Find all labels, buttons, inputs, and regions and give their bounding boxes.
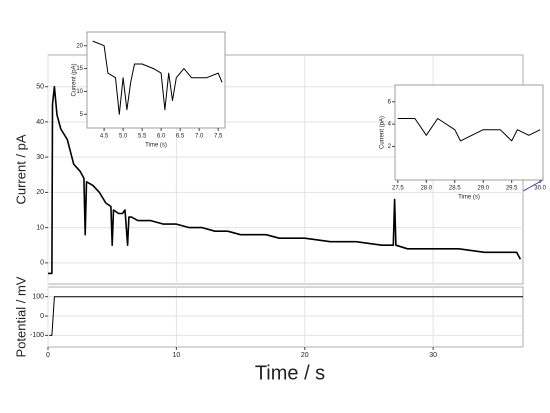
y-axis-label: Current (pA) — [72, 63, 78, 96]
x-tick-label: 7.5 — [214, 134, 223, 140]
y-axis-label: Current / pA — [13, 134, 28, 204]
x-tick-label: 5.0 — [119, 134, 128, 140]
x-tick-label: 28.5 — [449, 186, 461, 192]
y-tick-label: -100 — [30, 332, 44, 339]
y-tick-label: 30 — [36, 154, 44, 161]
data-line — [92, 40, 223, 115]
y-tick-label: 2 — [388, 144, 392, 150]
plot-area — [394, 84, 544, 181]
x-tick-label: 6.5 — [176, 134, 185, 140]
y-axis-label: Current (pA) — [380, 116, 386, 149]
x-tick-label: 5.5 — [138, 134, 147, 140]
x-tick-label: 29.0 — [477, 186, 489, 192]
y-tick-label: 20 — [36, 189, 44, 196]
x-tick-label: 6.0 — [157, 134, 166, 140]
x-tick-label: 0 — [46, 352, 50, 359]
x-tick-label: 7.0 — [195, 134, 204, 140]
y-tick-label: 10 — [36, 224, 44, 231]
y-tick-label: 10 — [76, 89, 83, 95]
data-line — [397, 118, 541, 142]
y-tick-label: 6 — [388, 99, 392, 105]
data-line — [49, 296, 523, 336]
x-tick-label: 20 — [301, 352, 309, 359]
x-tick-label: 28.0 — [420, 186, 432, 192]
x-tick-label: 30 — [429, 352, 437, 359]
y-tick-label: 0 — [40, 260, 44, 267]
x-axis-label: Time (s) — [458, 195, 480, 201]
plot-area — [86, 31, 226, 129]
y-tick-label: 50 — [36, 84, 44, 91]
y-tick-label: 5 — [80, 112, 84, 118]
x-axis-label: Time / s — [255, 362, 325, 384]
plot-area — [47, 286, 524, 348]
y-tick-label: 4 — [388, 122, 392, 128]
y-tick-label: 15 — [76, 66, 83, 72]
y-tick-label: 0 — [40, 313, 44, 320]
x-tick-label: 29.5 — [506, 186, 518, 192]
y-tick-label: 20 — [76, 43, 83, 49]
x-tick-label: 30.0 — [534, 186, 546, 192]
data-line — [48, 85, 522, 275]
y-tick-label: 40 — [36, 119, 44, 126]
x-tick-label: 10 — [172, 352, 180, 359]
y-tick-label: 100 — [32, 294, 44, 301]
x-axis-label: Time (s) — [145, 143, 167, 149]
x-tick-label: 4.5 — [100, 134, 109, 140]
x-tick-label: 27.5 — [392, 186, 404, 192]
y-axis-label: Potential / mV — [13, 276, 28, 357]
